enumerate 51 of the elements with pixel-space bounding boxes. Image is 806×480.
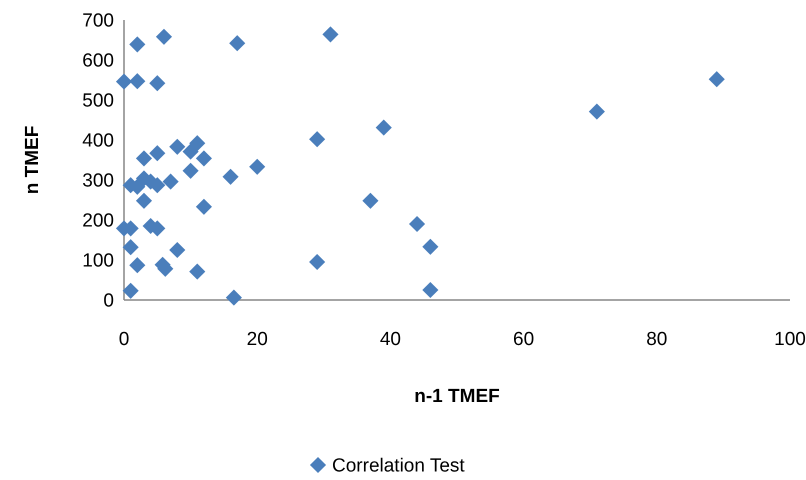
point <box>362 192 378 209</box>
point <box>222 168 239 185</box>
point <box>129 257 146 274</box>
y-tick-label: 500 <box>82 90 114 112</box>
point <box>129 36 146 52</box>
point <box>122 282 139 299</box>
point <box>309 254 326 270</box>
point <box>162 174 179 190</box>
point <box>708 71 725 88</box>
x-tick-label: 40 <box>380 329 401 350</box>
y-tick-label: 600 <box>82 50 114 72</box>
point <box>322 26 339 42</box>
x-tick-label: 0 <box>118 329 130 350</box>
y-tick-label: 100 <box>82 250 114 272</box>
point <box>136 150 152 166</box>
point <box>422 238 438 255</box>
x-tick-label: 60 <box>513 329 534 350</box>
point <box>189 264 206 280</box>
point <box>169 242 186 258</box>
point <box>129 73 146 90</box>
x-axis-title: n-1 TMEF <box>414 386 500 407</box>
point <box>149 145 166 162</box>
point <box>122 239 139 256</box>
x-tick-label: 100 <box>774 329 806 350</box>
point <box>249 158 266 175</box>
y-tick-label: 700 <box>82 10 114 32</box>
x-tick-label: 20 <box>246 329 268 350</box>
y-tick-label: 200 <box>82 210 114 232</box>
point <box>189 135 206 152</box>
point <box>196 150 212 166</box>
point <box>149 75 166 92</box>
point <box>588 104 605 120</box>
point <box>229 35 246 52</box>
point <box>156 28 172 45</box>
point <box>422 282 438 298</box>
y-tick-label: 0 <box>103 290 114 312</box>
point <box>169 138 186 155</box>
y-axis-title: n TMEF <box>22 126 43 194</box>
point <box>182 162 199 179</box>
point <box>182 144 199 160</box>
point <box>136 192 152 209</box>
y-tick-label: 300 <box>82 170 114 192</box>
point <box>116 74 132 90</box>
point <box>309 131 326 148</box>
y-tick-label: 400 <box>82 130 114 152</box>
point <box>408 216 426 232</box>
point <box>376 120 392 136</box>
legend-label: Correlation Test <box>332 456 466 477</box>
x-tick-label: 80 <box>646 329 668 350</box>
point <box>196 198 212 215</box>
point <box>226 290 242 306</box>
